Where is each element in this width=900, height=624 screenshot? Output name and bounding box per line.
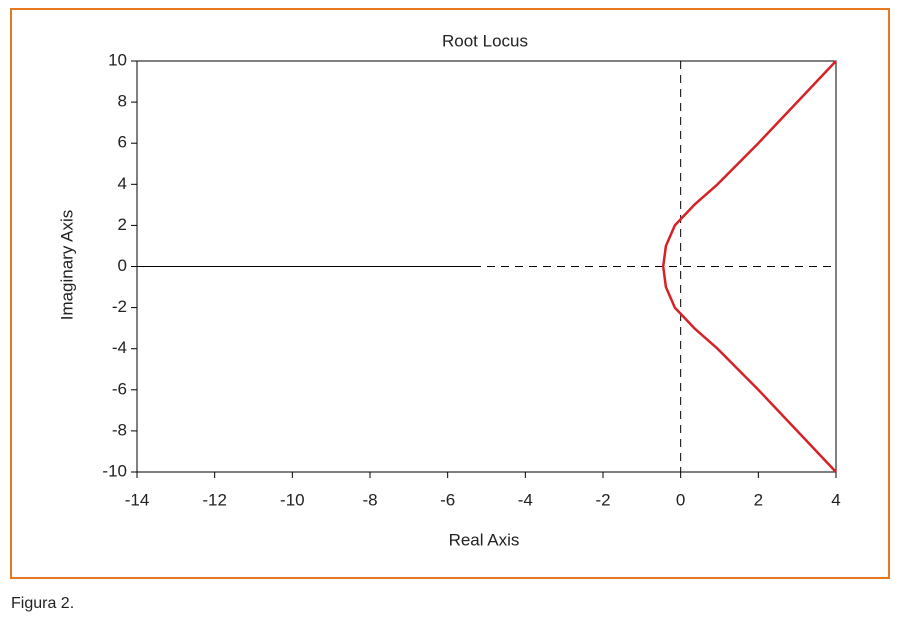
y-tick-label: 6 bbox=[118, 133, 127, 152]
x-tick-label: -8 bbox=[362, 490, 377, 509]
caption: Figura 2. bbox=[11, 595, 74, 612]
x-tick-label: -2 bbox=[595, 490, 610, 509]
locus-line bbox=[661, 60, 837, 473]
y-tick-label: 8 bbox=[118, 92, 127, 111]
y-tick-label: 2 bbox=[118, 215, 127, 234]
y-tick-label: -2 bbox=[112, 297, 127, 316]
x-tick-label: -4 bbox=[518, 490, 533, 509]
x-tick-label: 0 bbox=[676, 490, 685, 509]
y-tick-label: 4 bbox=[118, 174, 127, 193]
y-tick-label: -4 bbox=[112, 338, 127, 357]
y-axis-label: Imaginary Axis bbox=[57, 210, 76, 321]
frame bbox=[10, 8, 890, 579]
y-tick-label: 0 bbox=[118, 256, 127, 275]
y-tick-label: -8 bbox=[112, 420, 127, 439]
x-tick-label: -14 bbox=[125, 490, 150, 509]
x-tick-label: 4 bbox=[831, 490, 840, 509]
x-axis-label: Real Axis bbox=[449, 530, 520, 549]
x-tick-label: -12 bbox=[202, 490, 227, 509]
y-tick-label: -10 bbox=[102, 461, 127, 480]
x-tick-label: -6 bbox=[440, 490, 455, 509]
y-tick-label: -6 bbox=[112, 379, 127, 398]
x-tick-label: -10 bbox=[280, 490, 305, 509]
chart-title: Root Locus bbox=[442, 31, 528, 50]
x-tick-label: 2 bbox=[754, 490, 763, 509]
y-tick-label: 10 bbox=[108, 50, 127, 69]
